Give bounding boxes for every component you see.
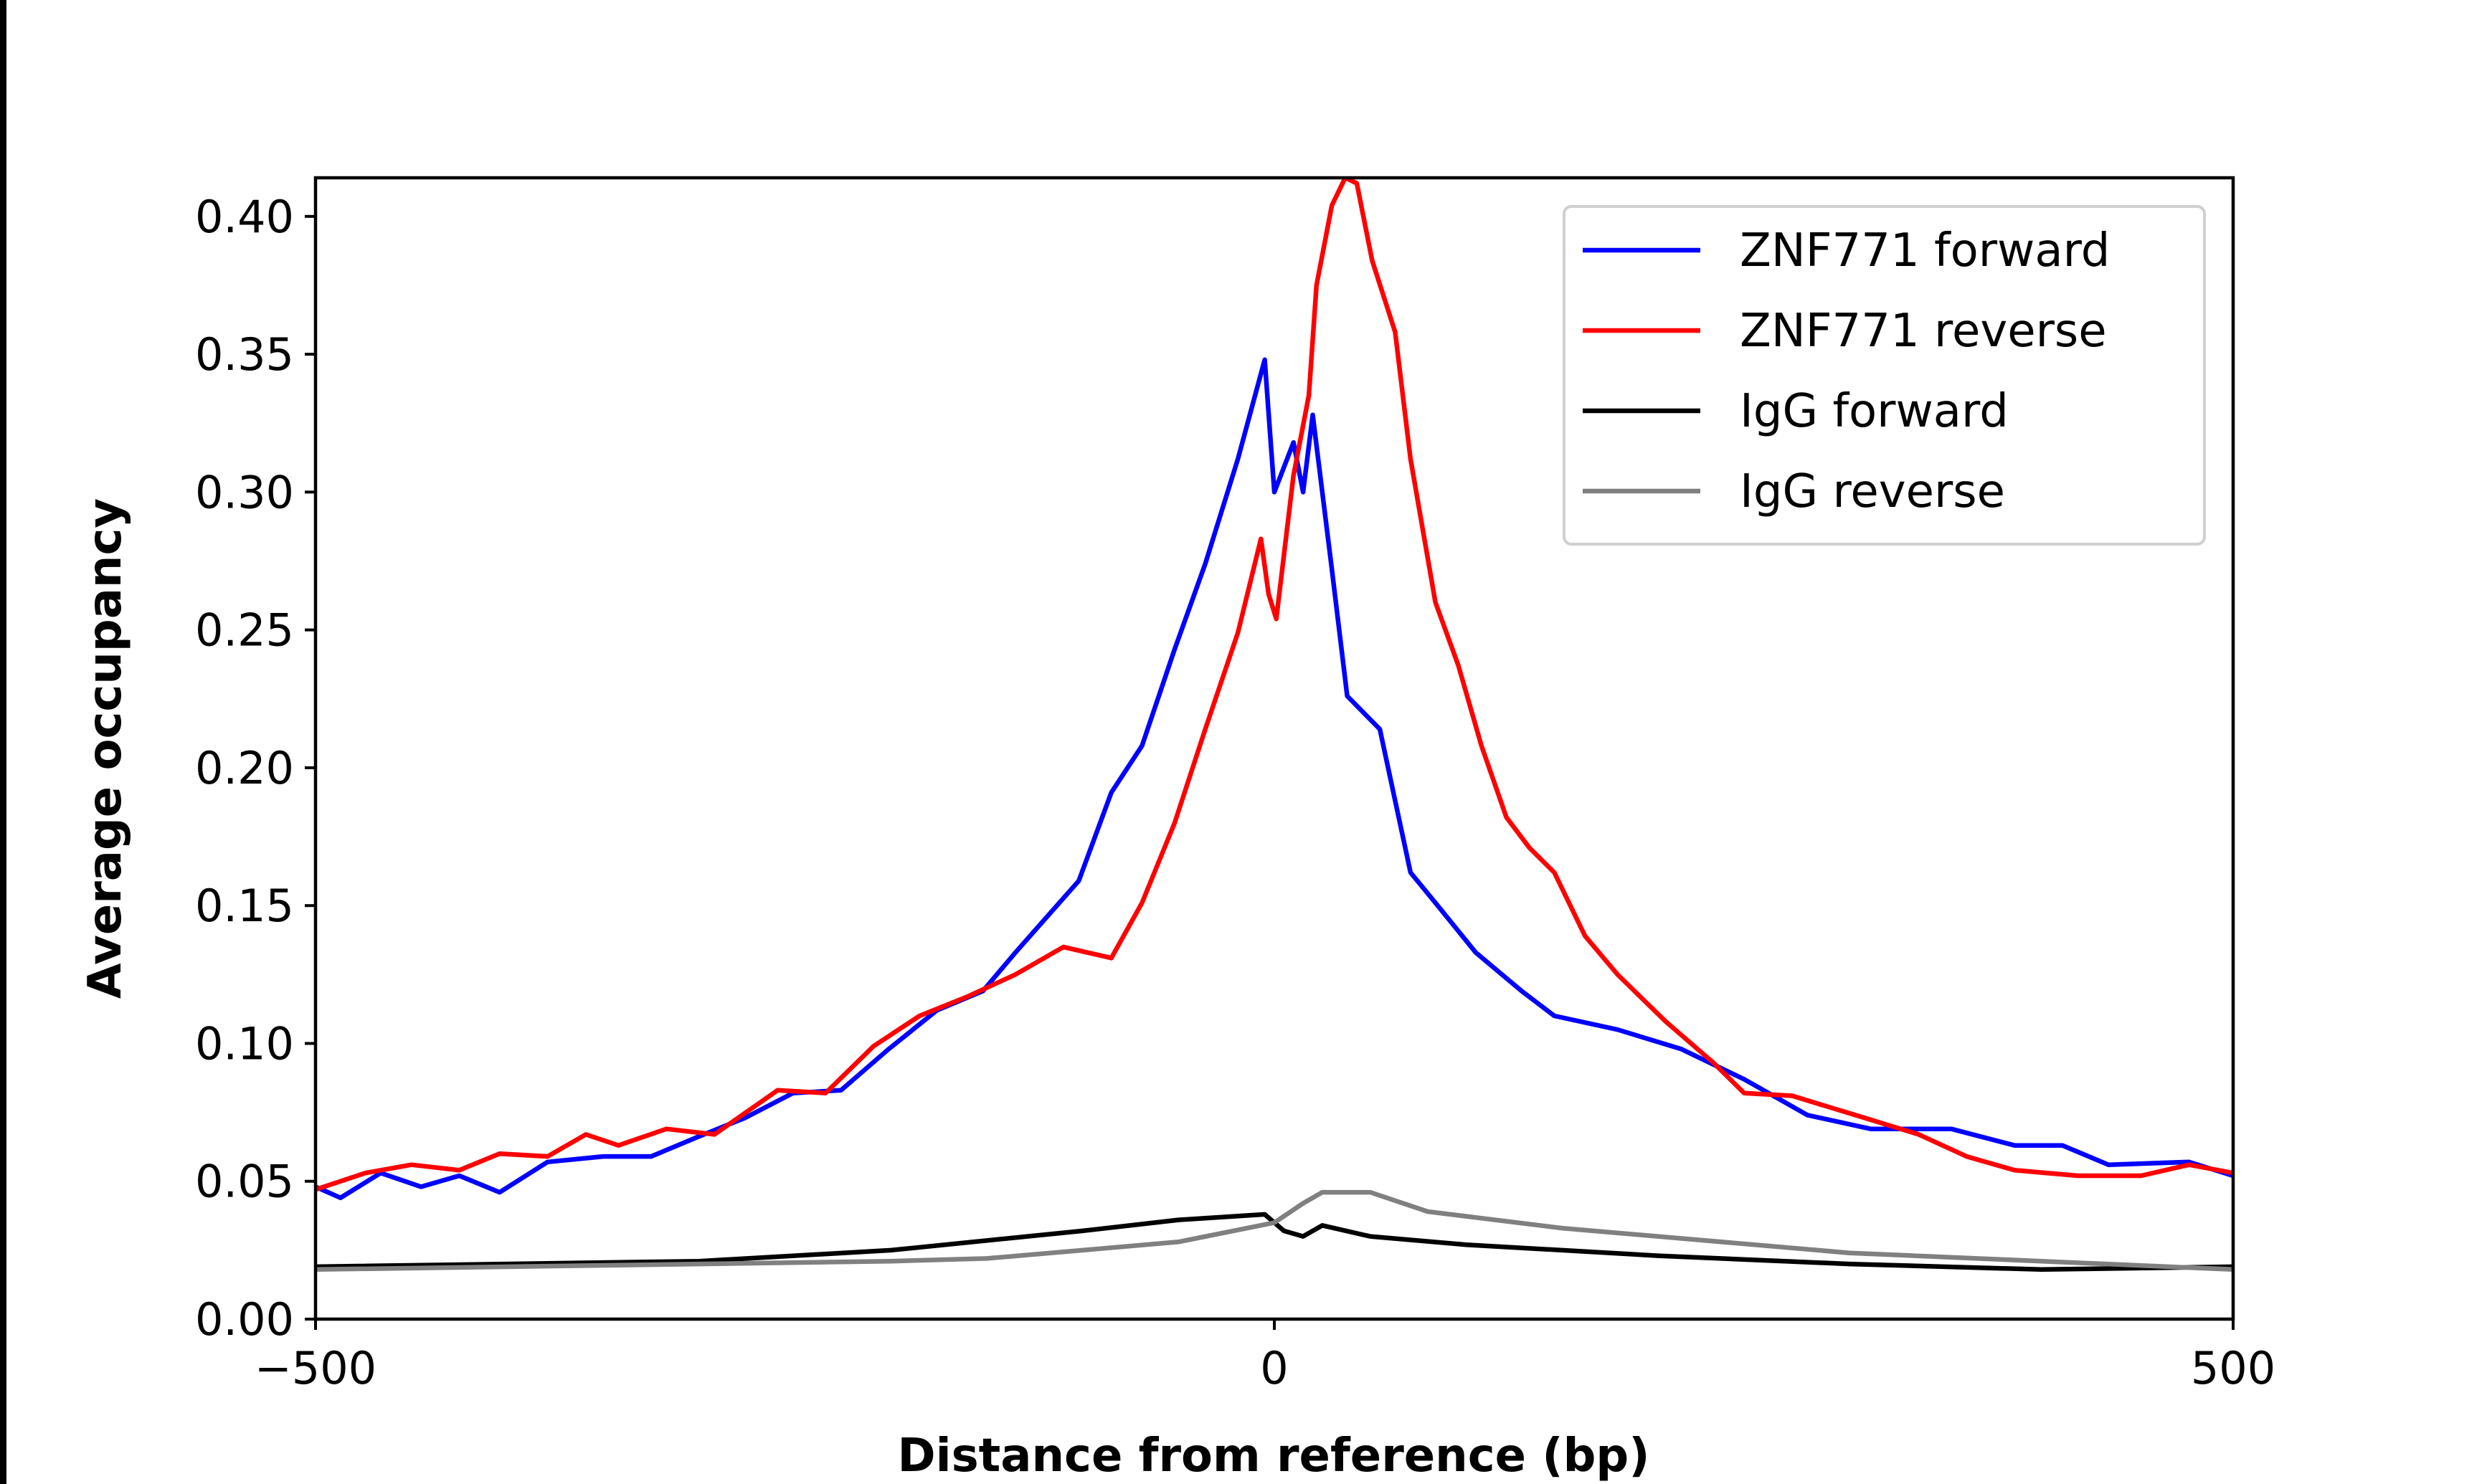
y-tick-label: 0.25 — [195, 604, 294, 657]
series-line-igg-forward — [316, 1212, 2233, 1273]
legend-box — [1563, 205, 2206, 546]
y-tick-label: 0.15 — [195, 880, 294, 932]
legend: ZNF771 forward ZNF771 reverse IgG forward I… — [1563, 205, 2206, 546]
x-ticks: −500 0 500 — [255, 1319, 2275, 1394]
y-tick-label: 0.10 — [195, 1017, 294, 1070]
legend-entry: ZNF771 forward — [1740, 224, 2110, 277]
y-ticks: 0.00 0.05 0.10 0.15 0.20 0.25 0.30 0.35 0.40 — [195, 191, 316, 1346]
y-tick-label: 0.05 — [195, 1156, 294, 1208]
left-border — [0, 0, 6, 1484]
y-tick-label: 0.40 — [195, 191, 294, 243]
y-tick-label: 0.20 — [195, 742, 294, 794]
y-tick-label: 0.35 — [195, 328, 294, 381]
x-tick-label: 0 — [1260, 1342, 1288, 1394]
x-tick-label: 500 — [2191, 1342, 2275, 1394]
series-line-znf771-reverse — [316, 178, 2233, 1192]
x-tick-label: −500 — [255, 1342, 376, 1394]
x-axis-label: Distance from reference (bp) — [898, 1430, 1650, 1483]
y-tick-label: 0.00 — [195, 1293, 294, 1346]
y-tick-label: 0.30 — [195, 466, 294, 518]
y-axis-label: Average occupancy — [79, 498, 132, 999]
legend-entry: IgG reverse — [1740, 465, 2005, 518]
legend-entry: ZNF771 reverse — [1740, 305, 2107, 358]
legend-entry: IgG forward — [1740, 385, 2009, 438]
series-line-znf771-forward — [316, 357, 2233, 1201]
series-line-igg-reverse — [316, 1189, 2233, 1273]
series-lines — [316, 178, 2233, 1273]
